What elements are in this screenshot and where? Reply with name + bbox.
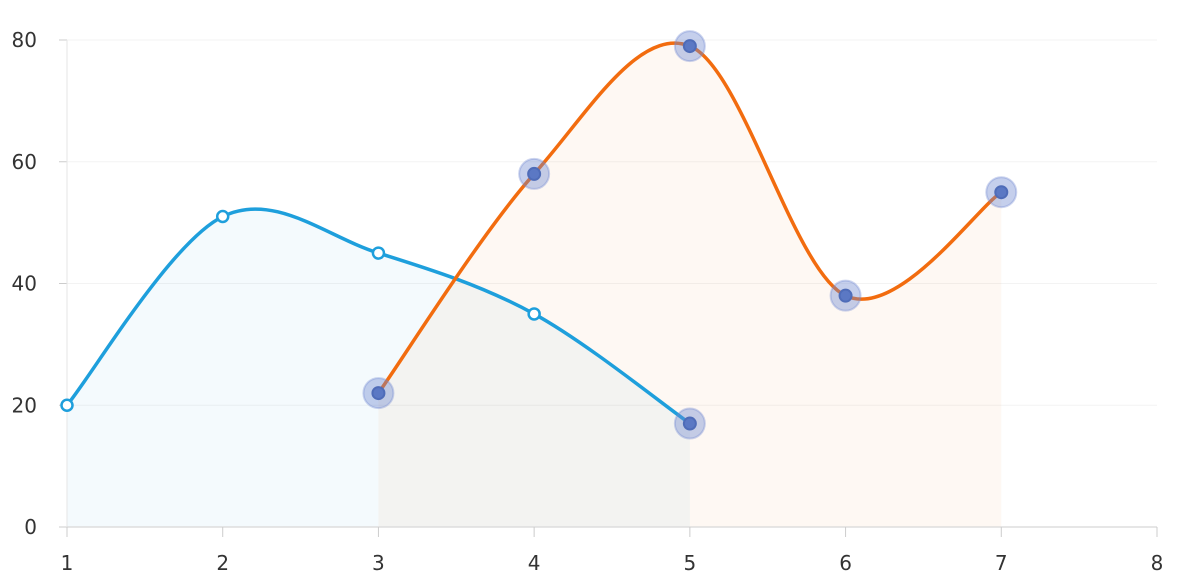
series-points <box>60 30 1018 440</box>
series-1-point-highlighted <box>838 288 853 303</box>
y-tick-label: 40 <box>12 272 37 296</box>
series-1-point-highlighted <box>371 386 386 401</box>
axes: 0 20 40 60 80 1 2 3 4 5 6 7 8 <box>12 28 1164 575</box>
x-tick-label: 4 <box>528 551 541 575</box>
x-tick-label: 7 <box>995 551 1008 575</box>
series-areas <box>67 43 1002 528</box>
x-tick-label: 8 <box>1151 551 1164 575</box>
x-tick-label: 5 <box>683 551 696 575</box>
series-1-point-highlighted <box>527 166 542 181</box>
x-tick-label: 1 <box>61 551 74 575</box>
y-tick-label: 0 <box>24 515 37 539</box>
grid <box>67 39 1157 406</box>
x-tick-label: 2 <box>216 551 229 575</box>
x-tick-label: 6 <box>839 551 852 575</box>
series-0-point <box>215 209 230 224</box>
series-0-point <box>527 307 541 321</box>
x-tick-label: 3 <box>372 551 385 575</box>
series-0-area <box>67 209 690 528</box>
y-tick-label: 20 <box>12 393 37 417</box>
series-0-point <box>371 246 386 260</box>
y-tick-label: 60 <box>12 150 37 174</box>
series-1-area <box>378 43 1002 528</box>
series-1-point-highlighted <box>994 185 1009 200</box>
series-1-point-highlighted <box>682 39 697 54</box>
y-tick-label: 80 <box>12 28 37 52</box>
series-0-point-highlighted <box>682 416 697 431</box>
series-0-point <box>60 398 74 412</box>
